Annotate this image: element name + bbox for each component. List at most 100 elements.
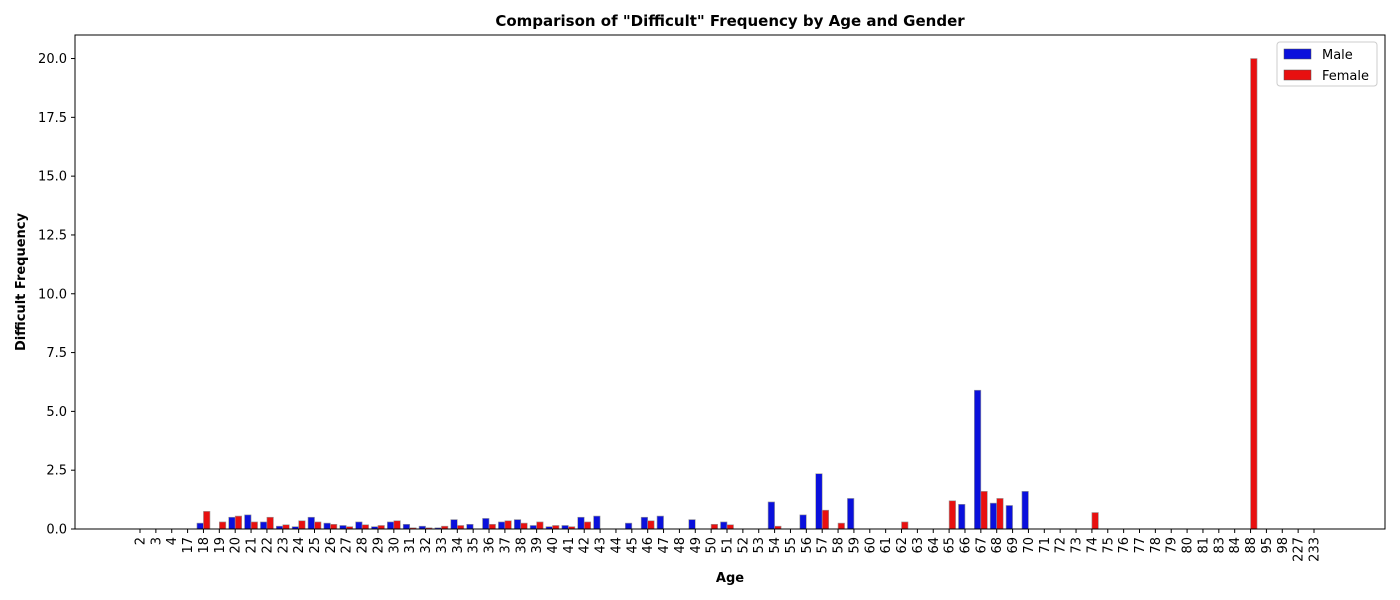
bar-male-67 bbox=[974, 389, 982, 530]
bar-male-57 bbox=[815, 473, 823, 530]
bar-female-62 bbox=[901, 521, 909, 530]
bar-male-39 bbox=[529, 525, 537, 530]
bar-male-36 bbox=[482, 518, 490, 530]
bar-male-68 bbox=[989, 502, 998, 530]
bar-male-34 bbox=[450, 519, 458, 530]
x-tick-label: 57 bbox=[816, 537, 831, 554]
x-tick-label: 26 bbox=[324, 537, 339, 554]
y-axis-ticks: 0.0 2.5 5.0 7.5 10.0 12.5 15.0 17.5 20.0 bbox=[38, 52, 75, 538]
bar-male-26 bbox=[323, 522, 331, 530]
x-tick-label: 36 bbox=[483, 537, 498, 554]
bar-female-36 bbox=[488, 523, 496, 530]
x-tick-label: 42 bbox=[578, 537, 593, 554]
x-tick-label: 233 bbox=[1308, 537, 1323, 562]
bar-male-31 bbox=[402, 523, 411, 530]
x-tick-label: 56 bbox=[800, 537, 815, 554]
x-tick-label: 71 bbox=[1038, 537, 1053, 554]
x-tick-label: 2 bbox=[134, 537, 149, 545]
x-tick-label: 72 bbox=[1054, 537, 1069, 554]
bar-male-45 bbox=[625, 522, 633, 530]
bar-female-68 bbox=[996, 498, 1004, 530]
x-tick-label: 32 bbox=[419, 537, 434, 554]
bar-male-35 bbox=[466, 523, 474, 530]
bar-female-37 bbox=[504, 520, 512, 530]
x-tick-label: 83 bbox=[1212, 537, 1227, 554]
bar-male-66 bbox=[958, 503, 966, 530]
x-tick-label: 22 bbox=[260, 537, 275, 554]
bar-female-38 bbox=[520, 522, 528, 530]
x-tick-label: 23 bbox=[276, 537, 291, 554]
x-tick-label: 67 bbox=[974, 537, 989, 554]
bar-female-65 bbox=[948, 500, 956, 530]
legend-swatch-male bbox=[1283, 48, 1312, 60]
bar-male-28 bbox=[355, 521, 363, 530]
bar-male-25 bbox=[307, 516, 315, 530]
x-axis-ticks: 2 3 4 17 18 19 20 21 22 23 24 25 26 27 28 29 30 31 32 33 34 3… bbox=[134, 529, 1323, 562]
bar-female-26 bbox=[330, 523, 338, 530]
bar-female-39 bbox=[536, 521, 544, 530]
x-tick-label: 227 bbox=[1292, 537, 1307, 562]
x-tick-label: 88 bbox=[1244, 537, 1259, 554]
y-axis-label: Difficult Frequency bbox=[14, 212, 29, 351]
x-tick-label: 52 bbox=[736, 537, 751, 554]
bar-male-69 bbox=[1005, 505, 1013, 530]
bar-male-27 bbox=[339, 525, 347, 530]
bar-male-43 bbox=[593, 515, 601, 530]
bar-female-22 bbox=[266, 516, 274, 530]
chart-title: Comparison of "Difficult" Frequency by A… bbox=[495, 12, 965, 30]
x-tick-label: 81 bbox=[1196, 537, 1211, 554]
bar-male-56 bbox=[799, 514, 807, 530]
bar-female-24 bbox=[298, 520, 306, 530]
bar-female-19 bbox=[219, 521, 227, 530]
x-tick-label: 80 bbox=[1181, 537, 1196, 554]
bar-male-54 bbox=[767, 501, 775, 530]
bar-female-29 bbox=[377, 525, 385, 530]
x-tick-label: 41 bbox=[562, 537, 577, 554]
bar-male-51 bbox=[720, 521, 728, 530]
x-tick-label: 28 bbox=[356, 537, 371, 554]
y-tick-label: 17.5 bbox=[38, 111, 67, 126]
x-tick-label: 60 bbox=[863, 537, 878, 554]
x-tick-label: 84 bbox=[1228, 537, 1243, 554]
x-tick-label: 31 bbox=[403, 537, 418, 554]
x-tick-label: 69 bbox=[1006, 537, 1021, 554]
x-tick-label: 30 bbox=[387, 537, 402, 554]
x-tick-label: 39 bbox=[530, 537, 545, 554]
x-tick-label: 50 bbox=[705, 537, 720, 554]
bar-female-88 bbox=[1250, 58, 1258, 530]
x-tick-label: 70 bbox=[1022, 537, 1037, 554]
x-tick-label: 68 bbox=[990, 537, 1005, 554]
x-tick-label: 63 bbox=[911, 537, 926, 554]
x-tick-label: 66 bbox=[958, 537, 973, 554]
bar-female-57 bbox=[821, 509, 829, 530]
x-tick-label: 45 bbox=[625, 537, 640, 554]
bar-female-34 bbox=[456, 525, 465, 530]
bar-female-30 bbox=[393, 520, 401, 530]
x-tick-label: 53 bbox=[752, 537, 767, 554]
y-tick-label: 15.0 bbox=[38, 170, 67, 185]
bar-male-70 bbox=[1021, 491, 1029, 530]
bar-male-47 bbox=[656, 515, 664, 530]
x-tick-label: 34 bbox=[451, 537, 466, 554]
x-tick-label: 40 bbox=[546, 537, 561, 554]
bar-male-41 bbox=[561, 525, 569, 530]
bar-female-40 bbox=[552, 525, 560, 530]
bar-male-20 bbox=[228, 516, 236, 530]
bar-female-67 bbox=[980, 491, 988, 530]
x-tick-label: 95 bbox=[1260, 537, 1275, 554]
x-tick-label: 17 bbox=[181, 537, 196, 554]
bar-male-42 bbox=[577, 516, 585, 530]
x-tick-label: 25 bbox=[308, 537, 323, 554]
x-tick-label: 58 bbox=[832, 537, 847, 554]
y-tick-label: 10.0 bbox=[38, 287, 67, 302]
x-tick-label: 48 bbox=[673, 537, 688, 554]
x-tick-label: 18 bbox=[197, 537, 212, 554]
x-tick-label: 73 bbox=[1070, 537, 1085, 554]
bar-male-49 bbox=[688, 519, 696, 530]
bar-male-37 bbox=[498, 521, 506, 530]
x-tick-label: 37 bbox=[498, 537, 513, 554]
bar-female-23 bbox=[282, 524, 290, 530]
bar-female-21 bbox=[250, 521, 258, 530]
bar-female-74 bbox=[1091, 512, 1099, 530]
x-tick-label: 78 bbox=[1149, 537, 1164, 554]
